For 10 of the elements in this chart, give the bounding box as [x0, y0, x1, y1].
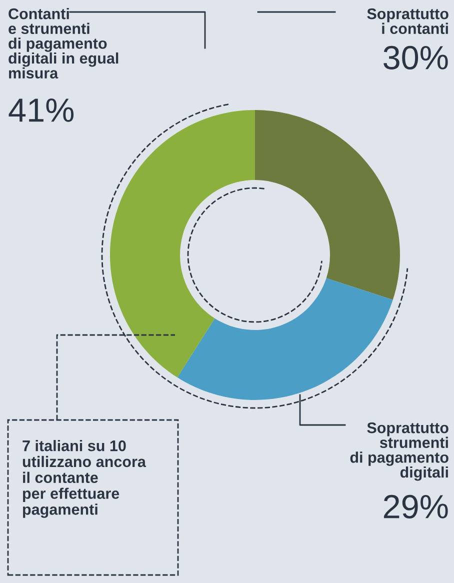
donut-slice: [177, 278, 393, 400]
data-label: 29%: [384, 494, 448, 518]
data-label: 41%: [8, 98, 74, 122]
slice-label: Contanti e strumenti di pagamento digitali in egual misura: [8, 8, 118, 79]
text: 7 italiani su 10 utilizzano ancora il contante per effettuare pagamenti: [22, 440, 146, 518]
data-label: 30%: [384, 46, 448, 70]
donut-slice: [110, 110, 255, 378]
slice-label: Soprattutto i contanti: [367, 8, 448, 34]
donut-slice: [255, 110, 400, 300]
slice-label: Soprattutto strumenti di pagamento digitali: [350, 422, 448, 481]
